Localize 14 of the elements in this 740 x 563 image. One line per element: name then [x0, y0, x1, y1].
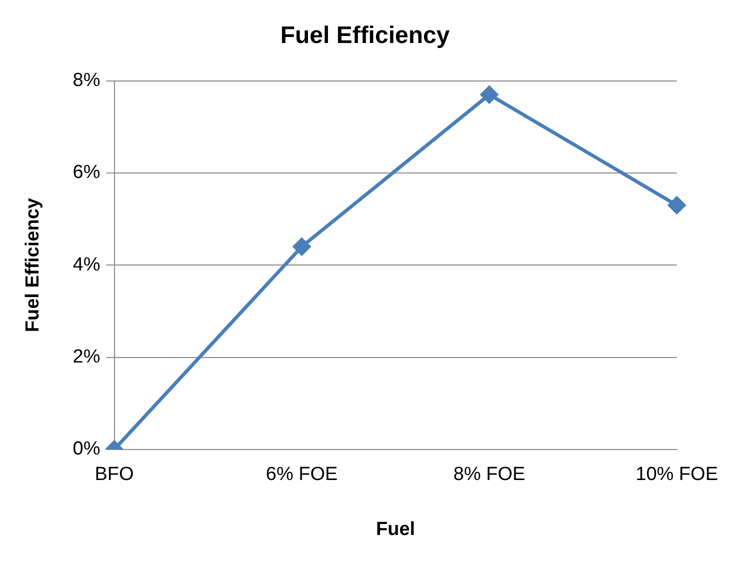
x-axis-title: Fuel	[376, 518, 416, 540]
y-tick-label: 8%	[72, 70, 100, 92]
y-tick-label: 0%	[72, 438, 100, 460]
y-tick-label: 6%	[72, 162, 100, 184]
y-axis-title: Fuel Efficiency	[22, 198, 44, 332]
point	[668, 196, 686, 214]
y-tick-label: 4%	[72, 254, 100, 276]
y-tick-label: 2%	[72, 346, 100, 368]
x-tick-label: BFO	[94, 464, 134, 486]
chart-title: Fuel Efficiency	[280, 22, 450, 50]
point	[293, 238, 311, 256]
x-tick-label: 8% FOE	[453, 464, 526, 486]
x-tick-label: 10% FOE	[636, 464, 718, 486]
x-tick-label: 6% FOE	[266, 464, 338, 486]
